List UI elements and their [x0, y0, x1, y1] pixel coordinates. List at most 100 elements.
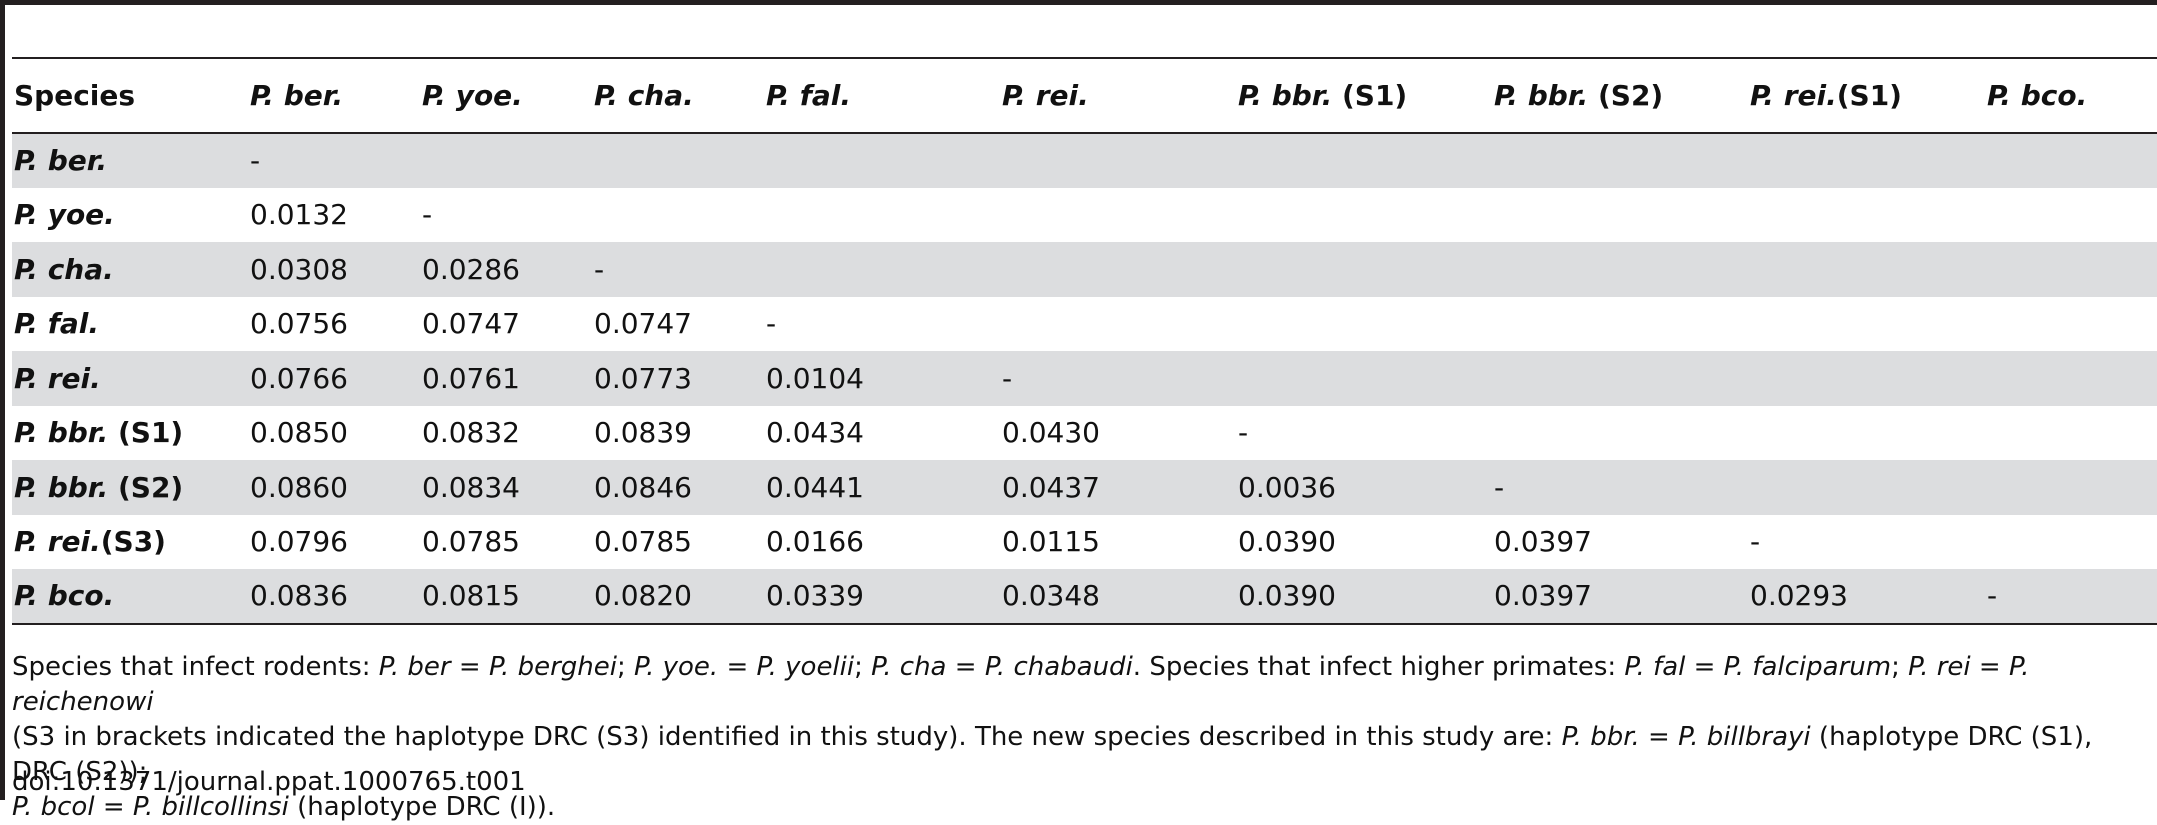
row-haplotype-label: (S1) — [108, 416, 184, 450]
distance-table: Species P. ber. P. yoe. P. cha. P. fal. P. re… — [12, 57, 2157, 625]
row-species-header: P. ber. — [12, 133, 248, 188]
row-species-header: P. rei. — [12, 351, 248, 406]
distance-cell — [1492, 351, 1748, 406]
distance-cell: 0.0036 — [1238, 470, 1336, 504]
distance-cell — [1000, 242, 1236, 297]
footnote-species-name: P. falciparum — [1723, 652, 1892, 682]
row-species-header: P. bbr. (S2) — [12, 460, 248, 515]
distance-cell: 0.0430 — [1002, 416, 1100, 450]
distance-cell: 0.0390 — [1238, 579, 1336, 613]
distance-cell — [1236, 188, 1492, 243]
distance-cell — [1492, 406, 1748, 461]
row-species-header: P. bco. — [12, 569, 248, 624]
distance-cell — [1236, 297, 1492, 352]
row-haplotype-label: (S2) — [108, 470, 184, 504]
distance-cell: 0.0796 — [250, 525, 348, 559]
header-haplotype-label: (S1) — [1836, 79, 1902, 112]
distance-cell: - — [1238, 416, 1249, 450]
distance-cell: 0.0785 — [422, 525, 520, 559]
distance-cell — [1000, 133, 1236, 188]
header-species-label: P. ber. — [250, 79, 344, 112]
footnote-text: = — [1685, 652, 1724, 682]
distance-cell: 0.0834 — [422, 470, 520, 504]
distance-cell: 0.0434 — [766, 416, 864, 450]
distance-cell — [1748, 188, 1985, 243]
distance-cell: 0.0397 — [1494, 525, 1592, 559]
header-species-label: P. cha. — [594, 79, 694, 112]
table-row: P. cha. 0.0308 0.0286 - — [12, 242, 2157, 297]
doi-reference: doi:10.1371/journal.ppat.1000765.t001 — [12, 767, 526, 797]
distance-cell: 0.0785 — [594, 525, 692, 559]
column-header: P. rei. — [1000, 58, 1236, 133]
row-species-header: P. cha. — [12, 242, 248, 297]
distance-cell: 0.0836 — [250, 579, 348, 613]
distance-cell — [1000, 188, 1236, 243]
table-row: P. rei.(S3) 0.0796 0.0785 0.0785 0.0166 0.011… — [12, 515, 2157, 570]
distance-cell: 0.0308 — [250, 252, 348, 286]
distance-cell — [1492, 188, 1748, 243]
distance-cell — [1236, 242, 1492, 297]
row-species-label: P. cha. — [14, 252, 114, 286]
footnote-text: (haplotype DRC (S1), DRC (S2)); — [12, 722, 2093, 787]
column-header: P. rei.(S1) — [1748, 58, 1985, 133]
footnote-text: Species that infect rodents: — [12, 652, 379, 682]
distance-cell: 0.0747 — [422, 307, 520, 341]
header-species-label: P. yoe. — [422, 79, 523, 112]
footnote-species-name: P. cha — [871, 652, 947, 682]
header-species-label: P. bbr. — [1494, 79, 1589, 112]
row-species-label: P. ber. — [14, 144, 108, 178]
distance-cell — [1236, 351, 1492, 406]
distance-cell: 0.0832 — [422, 416, 520, 450]
distance-cell: - — [250, 144, 261, 178]
distance-cell: 0.0846 — [594, 470, 692, 504]
distance-cell — [1492, 242, 1748, 297]
footnote-text: = — [946, 652, 985, 682]
distance-cell: 0.0773 — [594, 361, 692, 395]
column-header: P. bco. — [1985, 58, 2157, 133]
distance-cell: - — [1750, 525, 1761, 559]
row-species-label: P. bbr. — [14, 416, 109, 450]
distance-cell — [1748, 406, 1985, 461]
row-species-header: P. yoe. — [12, 188, 248, 243]
distance-cell: 0.0104 — [766, 361, 864, 395]
distance-cell — [420, 133, 592, 188]
header-haplotype-label: (S1) — [1332, 79, 1408, 112]
header-species-label: P. bbr. — [1238, 79, 1333, 112]
header-species-label: P. fal. — [766, 79, 851, 112]
distance-cell: 0.0747 — [594, 307, 692, 341]
distance-cell: 0.0850 — [250, 416, 348, 450]
footnote-species-name: P. rei — [1908, 652, 1971, 682]
footnote-line: Species that infect rodents: P. ber = P.… — [12, 650, 2152, 720]
distance-cell: 0.0339 — [766, 579, 864, 613]
distance-cell: 0.0761 — [422, 361, 520, 395]
distance-cell — [1985, 297, 2157, 352]
row-species-header: P. bbr. (S1) — [12, 406, 248, 461]
table-row: P. yoe. 0.0132 - — [12, 188, 2157, 243]
distance-cell: - — [1494, 470, 1505, 504]
top-border — [0, 0, 2157, 5]
distance-cell: 0.0348 — [1002, 579, 1100, 613]
distance-cell — [764, 133, 1000, 188]
footnote-species-name: P. chabaudi — [984, 652, 1133, 682]
footnote-species-name: P. reichenowi — [12, 652, 2030, 717]
distance-cell — [1985, 351, 2157, 406]
left-border — [0, 0, 5, 800]
distance-cell — [1748, 242, 1985, 297]
footnote-species-name: P. bbr. — [1561, 722, 1640, 752]
distance-cell: - — [766, 307, 777, 341]
footnote-text: (S3 in brackets indicated the haplotype … — [12, 722, 1562, 752]
distance-cell: 0.0839 — [594, 416, 692, 450]
column-header: P. fal. — [764, 58, 1000, 133]
distance-cell — [1492, 297, 1748, 352]
row-species-header: P. rei.(S3) — [12, 515, 248, 570]
row-species-label: P. yoe. — [14, 198, 115, 232]
header-row: Species P. ber. P. yoe. P. cha. P. fal. P. re… — [12, 58, 2157, 133]
distance-cell — [1236, 133, 1492, 188]
header-species-label: P. bco. — [1987, 79, 2088, 112]
distance-cell — [1985, 242, 2157, 297]
distance-cell: 0.0397 — [1494, 579, 1592, 613]
distance-table-container: Species P. ber. P. yoe. P. cha. P. fal. P. re… — [12, 57, 2157, 625]
column-header-species: Species — [12, 58, 248, 133]
distance-cell — [1748, 297, 1985, 352]
distance-cell — [1985, 460, 2157, 515]
